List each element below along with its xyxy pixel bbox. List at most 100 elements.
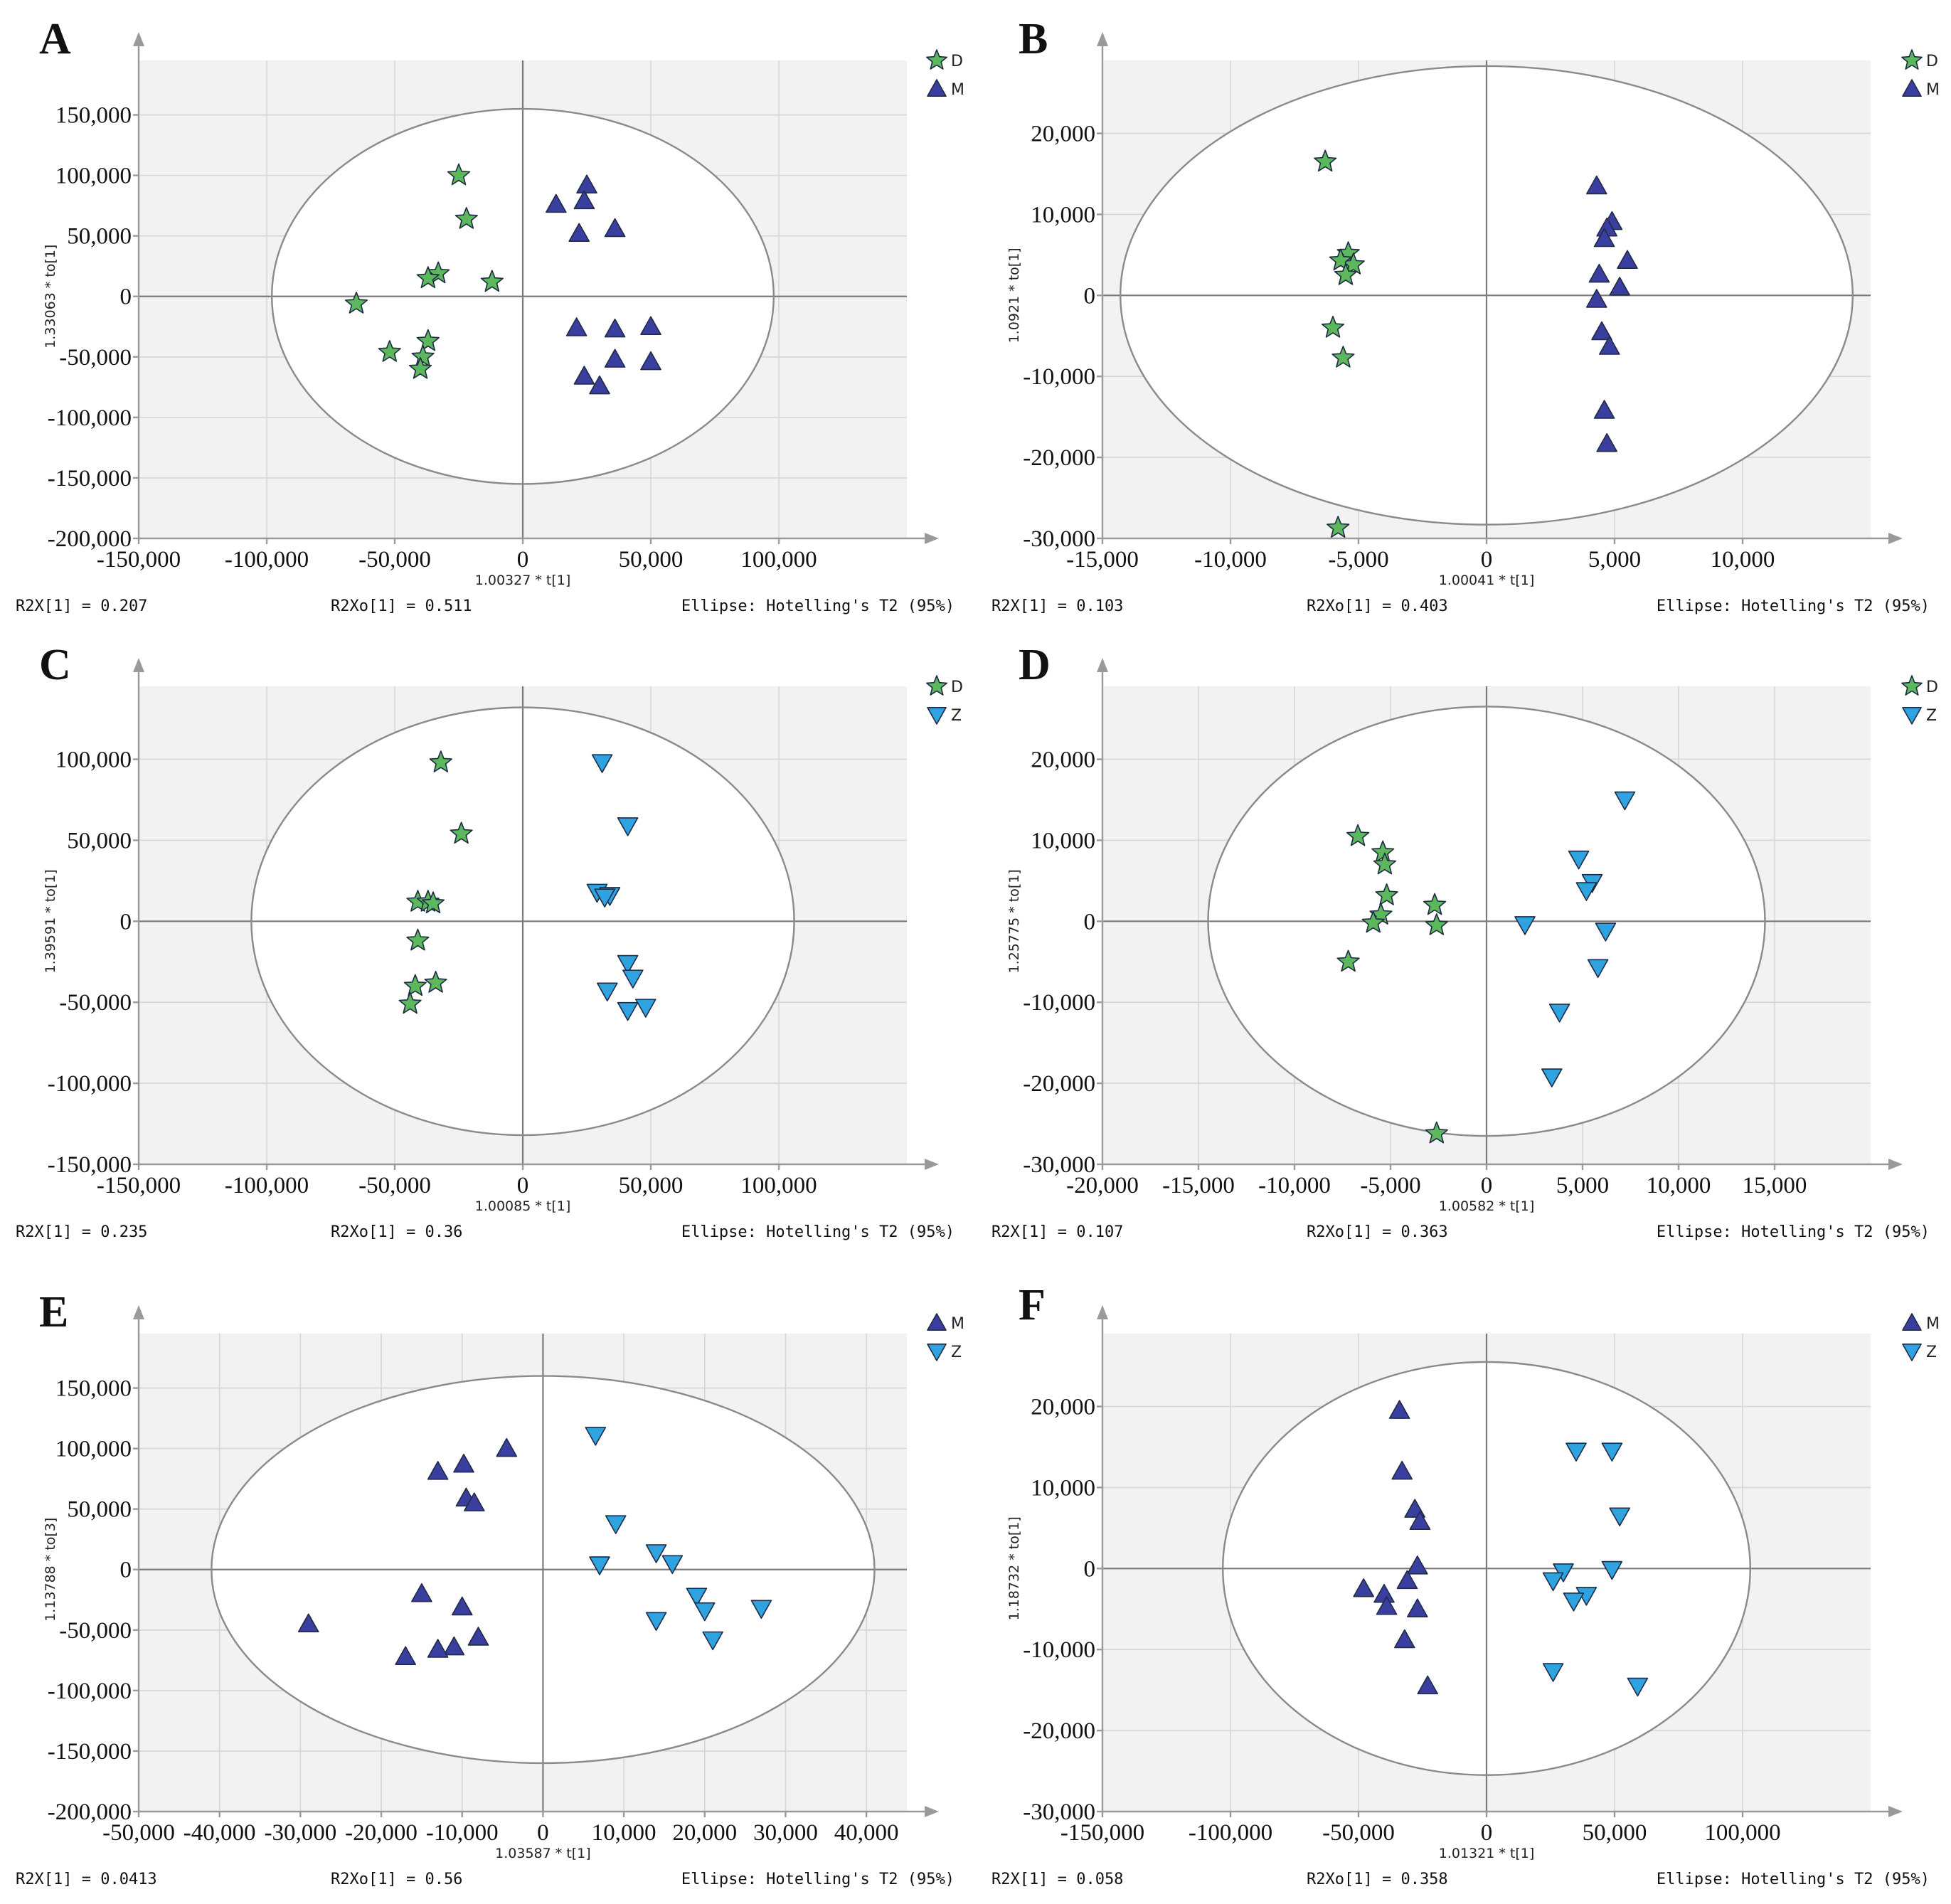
- data-point-z: [1541, 1068, 1563, 1087]
- data-point-m: [1609, 277, 1630, 296]
- x-axis-title: 1.00041 * t[1]: [1439, 573, 1535, 588]
- data-point-m: [395, 1646, 416, 1665]
- hotelling-ellipse: [211, 1375, 876, 1765]
- data-point-d: [1425, 913, 1448, 935]
- data-point-z: [585, 1427, 607, 1446]
- data-point-m: [640, 351, 661, 371]
- data-point-d: [1375, 883, 1398, 905]
- y-tick-label: 10,000: [1031, 1475, 1095, 1501]
- data-point-d: [411, 344, 435, 367]
- y-axis-arrow-icon: [1097, 1305, 1108, 1319]
- x-axis-title: 1.03587 * t[1]: [495, 1846, 591, 1861]
- data-point-d: [421, 891, 445, 914]
- data-point-m: [443, 1636, 465, 1656]
- x-tick-label: 0: [1481, 547, 1493, 573]
- x-tick-label: 0: [517, 547, 529, 573]
- chart-panel-c: -150,000 -100,000 -50,000 0 50,000 100,000 -15…: [16, 641, 963, 1241]
- legend-label: M: [951, 1315, 964, 1333]
- data-point-m: [546, 193, 567, 213]
- x-axis-title: 1.00085 * t[1]: [475, 1198, 571, 1214]
- y-tick-label: 0: [120, 909, 132, 935]
- y-axis-arrow-icon: [133, 32, 144, 46]
- y-tick-label: -30,000: [1023, 1152, 1095, 1178]
- data-point-m: [604, 349, 626, 368]
- data-point-z: [702, 1631, 723, 1651]
- data-point-z: [1575, 882, 1598, 901]
- x-tick-label: -15,000: [1066, 547, 1139, 573]
- y-tick-label: 50,000: [67, 1497, 132, 1523]
- data-point-d: [408, 356, 432, 379]
- data-point-m: [1588, 263, 1610, 283]
- data-point-z: [1563, 1592, 1585, 1612]
- data-point-m: [573, 366, 595, 385]
- y-tick-label: 10,000: [1031, 202, 1095, 228]
- data-point-z: [1587, 959, 1609, 979]
- data-point-d: [398, 991, 422, 1014]
- legend-marker-d-icon: [926, 675, 947, 696]
- chart-panel-b: -15,000 -10,000 -5,000 0 5,000 10,000 -30,000 -…: [992, 15, 1940, 615]
- data-point-z: [617, 817, 639, 836]
- data-point-d: [1329, 248, 1352, 271]
- legend-marker-m-icon: [927, 79, 947, 97]
- data-point-z: [1627, 1677, 1649, 1697]
- data-point-m: [573, 190, 595, 210]
- y-tick-label: -10,000: [1023, 364, 1095, 390]
- hotelling-ellipse: [271, 107, 775, 485]
- chart-panel-d: -20,000 -15,000 -10,000 -5,000 0 5,000 10,000 1…: [992, 641, 1938, 1241]
- y-tick-label: 150,000: [55, 1376, 132, 1402]
- y-tick-label: -100,000: [48, 405, 132, 431]
- r2xo-stat: R2Xo[1] = 0.358: [1307, 1871, 1448, 1888]
- data-point-z: [661, 1555, 684, 1575]
- x-tick-label: -40,000: [184, 1820, 256, 1846]
- data-point-d: [1321, 316, 1345, 338]
- data-point-z: [1601, 1560, 1623, 1580]
- data-point-d: [1425, 1121, 1448, 1144]
- legend-marker-d-icon: [1901, 675, 1923, 696]
- y-tick-label: -20,000: [1023, 445, 1095, 471]
- data-point-z: [1595, 922, 1617, 942]
- x-tick-label: -10,000: [1194, 547, 1267, 573]
- r2xo-stat: R2Xo[1] = 0.36: [331, 1223, 462, 1241]
- y-tick-label: -100,000: [48, 1679, 132, 1704]
- x-axis-title: 1.00582 * t[1]: [1439, 1198, 1535, 1214]
- x-tick-label: -20,000: [1066, 1173, 1139, 1198]
- data-point-m: [576, 174, 597, 193]
- data-point-d: [1314, 149, 1337, 172]
- data-point-d: [424, 971, 447, 993]
- y-tick-label: -200,000: [48, 526, 132, 552]
- data-point-d: [1423, 893, 1447, 915]
- x-tick-label: -50,000: [358, 547, 431, 573]
- legend-label: M: [951, 81, 964, 99]
- y-tick-label: 20,000: [1031, 748, 1095, 773]
- ellipse-note: Ellipse: Hotelling's T2 (95%): [1657, 1871, 1930, 1888]
- data-point-d: [416, 266, 440, 289]
- legend-label: Z: [951, 1344, 962, 1361]
- legend-marker-d-icon: [1901, 49, 1923, 70]
- data-point-m: [1388, 1400, 1410, 1419]
- x-tick-label: -50,000: [102, 1820, 175, 1846]
- data-point-d: [1336, 950, 1360, 972]
- y-tick-label: -20,000: [1023, 1071, 1095, 1097]
- x-tick-label: 10,000: [1711, 547, 1775, 573]
- r2x-stat: R2X[1] = 0.0413: [16, 1871, 157, 1888]
- y-tick-label: 0: [1084, 1556, 1096, 1582]
- data-point-d: [429, 750, 452, 772]
- x-tick-label: 100,000: [740, 547, 817, 573]
- legend-label: D: [1926, 679, 1938, 696]
- legend-label: Z: [951, 707, 962, 725]
- data-point-z: [1601, 1442, 1623, 1462]
- y-tick-label: -20,000: [1023, 1718, 1095, 1744]
- x-tick-label: 10,000: [1647, 1173, 1711, 1198]
- x-tick-label: -50,000: [1322, 1820, 1395, 1846]
- y-axis-arrow-icon: [1097, 32, 1108, 46]
- data-point-z: [1568, 850, 1590, 870]
- data-point-m: [297, 1613, 319, 1633]
- panel-letter: A: [39, 15, 71, 63]
- data-point-m: [604, 218, 626, 238]
- data-point-m: [411, 1583, 432, 1602]
- ellipse-note: Ellipse: Hotelling's T2 (95%): [681, 1223, 955, 1241]
- x-tick-label: 0: [1481, 1820, 1493, 1846]
- r2x-stat: R2X[1] = 0.207: [16, 597, 147, 615]
- data-point-d: [1361, 910, 1385, 933]
- legend-label: D: [951, 53, 963, 70]
